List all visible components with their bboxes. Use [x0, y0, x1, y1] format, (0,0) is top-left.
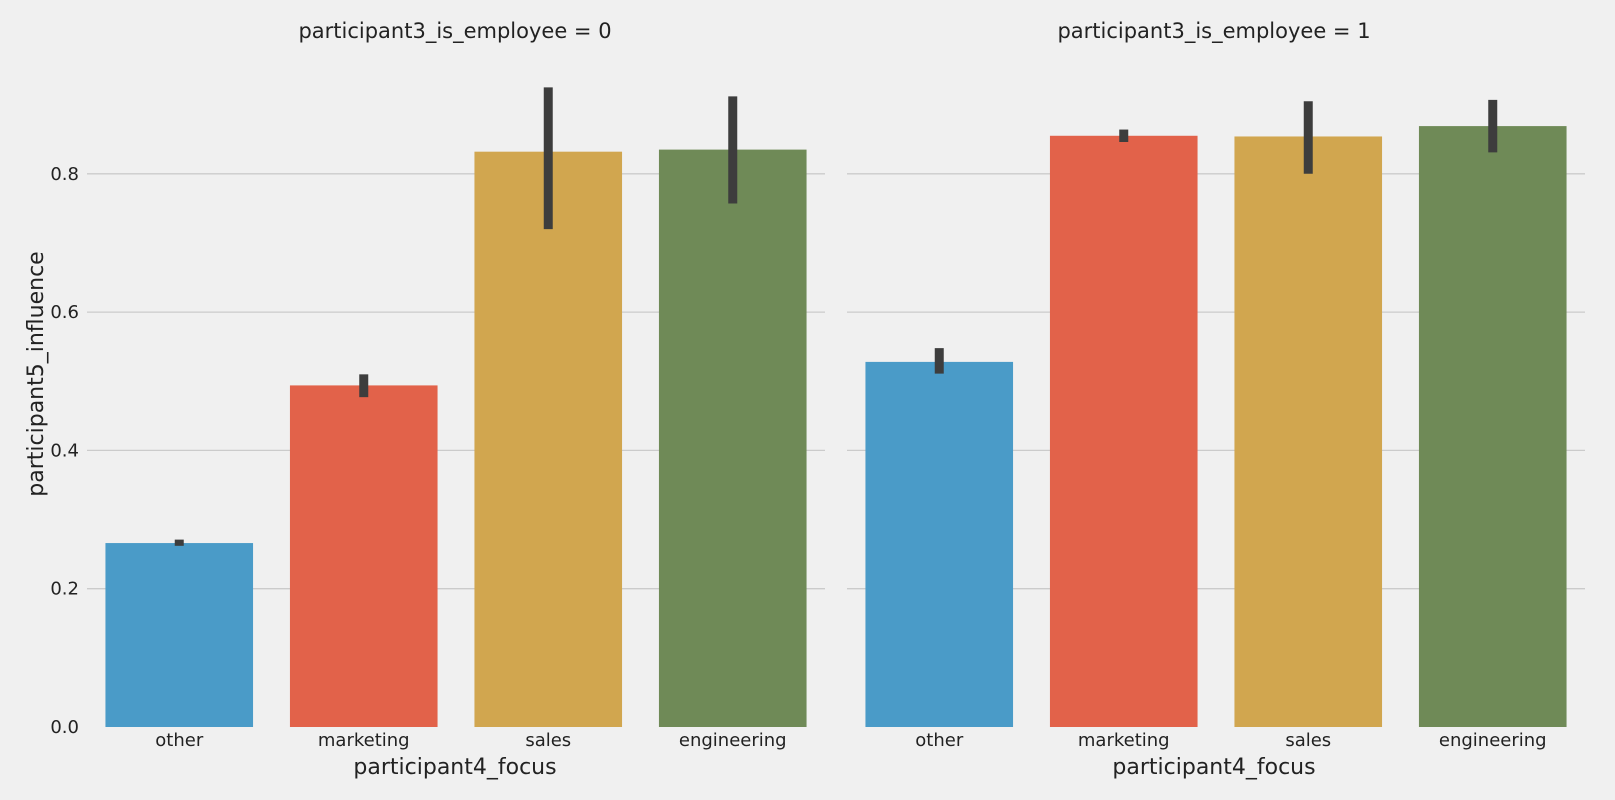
- y-tick-label-1: 0.2: [50, 579, 79, 600]
- y-tick-label-0: 0.0: [50, 717, 79, 738]
- x-ticks-right: other marketing sales engineering: [915, 730, 1546, 751]
- panel-title-right: participant3_is_employee = 1: [1057, 19, 1370, 44]
- x-tick-label-left-marketing: marketing: [318, 730, 410, 751]
- x-axis-label-right: participant4_focus: [1112, 755, 1315, 780]
- bar-left-engineering: [658, 149, 807, 727]
- bar-left-marketing: [289, 385, 438, 727]
- y-ticks: 0.0 0.2 0.4 0.6 0.8: [50, 164, 79, 738]
- panel-left: participant3_is_employee = 0 other market…: [87, 19, 825, 780]
- x-tick-label-right-engineering: engineering: [1439, 730, 1547, 751]
- y-tick-label-4: 0.8: [50, 164, 79, 185]
- x-tick-label-left-engineering: engineering: [679, 730, 787, 751]
- bar-left-sales: [474, 151, 623, 727]
- x-tick-label-right-sales: sales: [1285, 730, 1331, 751]
- bar-right-marketing: [1049, 135, 1198, 727]
- y-axis-label: participant5_influence: [24, 251, 49, 496]
- bars-right: [865, 126, 1567, 727]
- y-tick-label-3: 0.6: [50, 302, 79, 323]
- bar-right-other: [865, 361, 1014, 727]
- panel-right: participant3_is_employee = 1 other market…: [847, 19, 1585, 780]
- errbars-right: [934, 99, 1498, 374]
- bar-right-sales: [1234, 136, 1383, 727]
- x-axis-label-left: participant4_focus: [353, 755, 556, 780]
- x-tick-label-left-sales: sales: [525, 730, 571, 751]
- bar-left-other: [105, 543, 254, 727]
- errbars-left: [174, 87, 738, 546]
- x-tick-label-right-marketing: marketing: [1078, 730, 1170, 751]
- x-tick-label-left-other: other: [155, 730, 204, 751]
- x-tick-label-right-other: other: [915, 730, 964, 751]
- y-tick-label-2: 0.4: [50, 440, 79, 461]
- bar-right-engineering: [1418, 126, 1567, 727]
- panel-title-left: participant3_is_employee = 0: [298, 19, 611, 44]
- x-ticks-left: other marketing sales engineering: [155, 730, 786, 751]
- bars-left: [105, 149, 807, 727]
